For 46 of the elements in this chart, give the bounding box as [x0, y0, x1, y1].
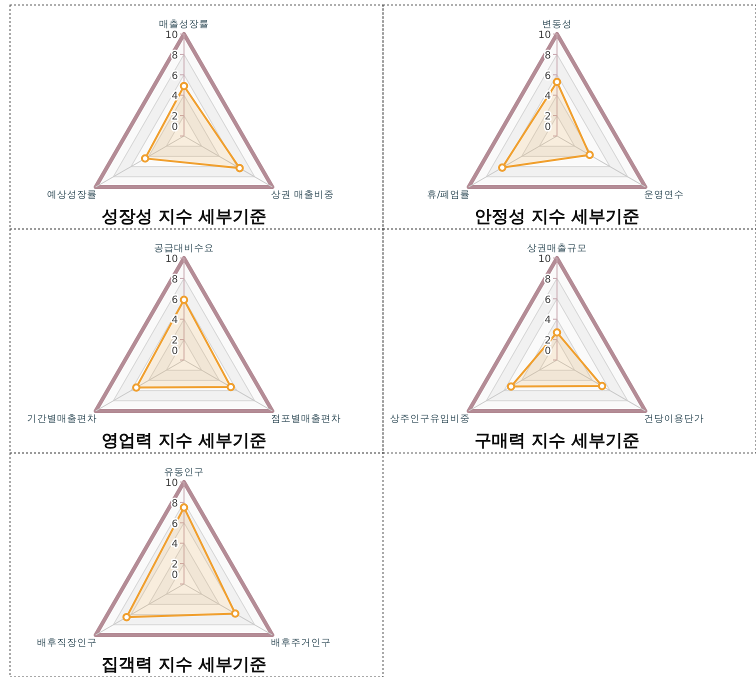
- spoke-label: 배후주거인구: [270, 638, 331, 649]
- spoke-label: 상권매출규모: [527, 242, 587, 254]
- y-tick-label: 2: [172, 560, 178, 571]
- text: 안정성 지수 세부기준: [474, 207, 640, 227]
- spoke-label: 배후직장인구: [37, 638, 98, 649]
- y-tick-label: 8: [544, 274, 551, 286]
- y-tick-label: 0: [544, 122, 551, 133]
- y-tick-label: 10: [165, 478, 178, 489]
- y-tick-label: 8: [172, 274, 178, 286]
- y-tick-label: 2: [544, 112, 551, 123]
- y-tick-label: 6: [172, 294, 178, 306]
- y-tick-label: 0: [544, 346, 551, 357]
- y-tick-label: 0: [172, 122, 178, 133]
- y-tick-label: 10: [165, 254, 178, 265]
- spoke-label: 상권 매출비중: [270, 190, 334, 201]
- spoke-label: 기간별매출편차: [27, 414, 98, 425]
- y-tick-label: 8: [172, 498, 178, 510]
- spoke-label: 운영연수: [644, 190, 684, 201]
- spoke-label: 매출성장률: [159, 18, 209, 30]
- spoke-label: 유동인구: [164, 466, 204, 478]
- y-tick-label: 10: [538, 30, 551, 41]
- y-tick-label: 6: [544, 70, 551, 82]
- y-tick-label: 6: [544, 294, 551, 306]
- spoke-label: 예상성장률: [47, 190, 98, 201]
- text: 영업력 지수 세부기준: [102, 431, 266, 451]
- y-tick-label: 2: [172, 336, 178, 347]
- spoke-label: 공급대비수요: [154, 242, 214, 254]
- y-tick-label: 8: [172, 50, 178, 62]
- spoke-label: 상주인구유입비중: [390, 414, 470, 425]
- y-tick-label: 10: [165, 30, 178, 41]
- text: 집객력 지수 세부기준: [102, 655, 266, 675]
- spoke-label: 점포별매출편차: [270, 414, 341, 425]
- y-tick-label: 8: [544, 50, 551, 62]
- spoke-label: 휴/폐업률: [427, 190, 470, 201]
- y-tick-label: 4: [172, 91, 178, 102]
- y-tick-label: 0: [172, 346, 178, 357]
- spoke-label: 건당이용단가: [644, 414, 704, 425]
- text: 성장성 지수 세부기준: [102, 207, 266, 227]
- y-tick-label: 0: [172, 570, 178, 581]
- y-tick-label: 4: [544, 315, 551, 326]
- y-tick-label: 4: [172, 539, 178, 550]
- y-tick-label: 6: [172, 70, 178, 82]
- y-tick-label: 2: [172, 112, 178, 123]
- y-tick-label: 10: [538, 254, 551, 265]
- text: 구매력 지수 세부기준: [474, 431, 640, 451]
- spoke-label: 변동성: [542, 18, 572, 30]
